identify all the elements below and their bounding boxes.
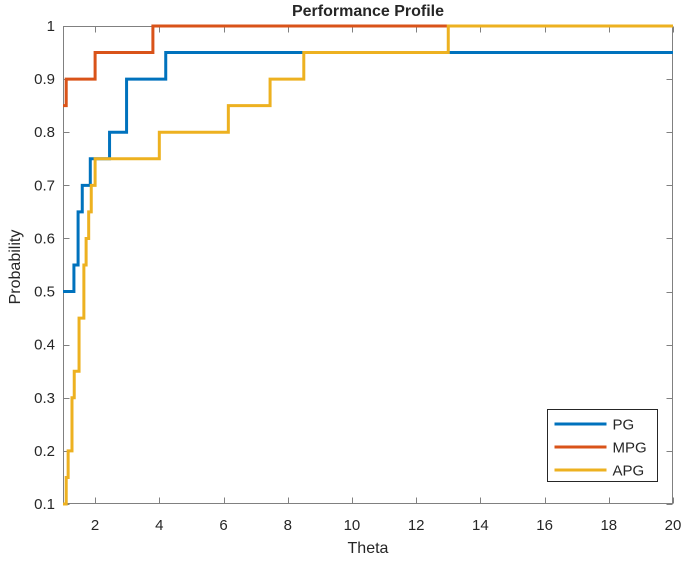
x-tick-label: 8	[284, 517, 292, 534]
x-tick-label: 20	[665, 517, 682, 534]
y-tick-label: 0.8	[34, 124, 55, 141]
y-tick-label: 0.7	[34, 177, 55, 194]
y-axis-label: Probability	[7, 229, 24, 305]
x-tick-label: 14	[472, 517, 489, 534]
chart-title: Performance Profile	[291, 3, 445, 20]
y-tick-label: 0.4	[34, 337, 55, 354]
series-line-mpg	[63, 24, 673, 108]
x-tick-label: 12	[408, 517, 425, 534]
y-tick-label: 0.1	[34, 496, 55, 513]
series-line-pg	[63, 51, 673, 294]
series-line-apg	[63, 24, 673, 506]
legend-label-pg: PG	[613, 417, 635, 434]
x-tick-label: 6	[219, 517, 227, 534]
y-tick-label: 0.9	[34, 71, 55, 88]
x-tick-label: 4	[155, 517, 163, 534]
legend-label-apg: APG	[613, 463, 645, 480]
x-tick-label: 16	[536, 517, 553, 534]
y-tick-label: 0.5	[34, 284, 55, 301]
x-tick-label: 2	[91, 517, 99, 534]
x-tick-label: 18	[600, 517, 617, 534]
y-tick-label: 1	[47, 18, 55, 35]
y-tick-label: 0.6	[34, 230, 55, 247]
legend-label-mpg: MPG	[613, 440, 647, 457]
x-axis-label: Theta	[347, 540, 389, 557]
y-tick-label: 0.2	[34, 443, 55, 460]
y-tick-label: 0.3	[34, 390, 55, 407]
x-tick-label: 10	[344, 517, 361, 534]
